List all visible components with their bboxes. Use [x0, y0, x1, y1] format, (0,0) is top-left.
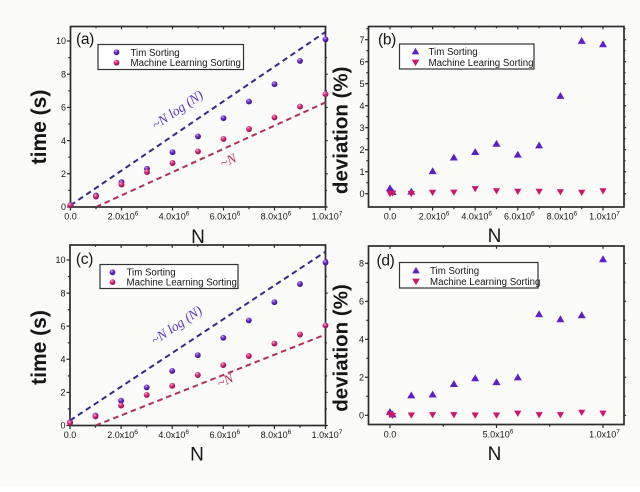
svg-text:N: N — [191, 227, 205, 248]
svg-text:Tim Sorting: Tim Sorting — [127, 268, 176, 279]
svg-text:time (s): time (s) — [28, 310, 51, 385]
svg-text:~N: ~N — [215, 370, 237, 391]
svg-text:0: 0 — [359, 189, 364, 199]
svg-text:3: 3 — [359, 123, 364, 133]
svg-text:Machine Learning Sorting: Machine Learning Sorting — [131, 58, 241, 69]
svg-text:Machine Learing Sorting: Machine Learing Sorting — [429, 58, 534, 69]
svg-text:0: 0 — [61, 202, 66, 212]
svg-text:(b): (b) — [378, 32, 396, 49]
svg-text:4.0x106: 4.0x106 — [461, 211, 492, 222]
svg-text:6: 6 — [60, 321, 65, 331]
svg-text:4.0x106: 4.0x106 — [159, 211, 190, 222]
svg-text:8.0x106: 8.0x106 — [261, 211, 292, 222]
svg-text:7: 7 — [359, 35, 364, 45]
svg-text:(c): (c) — [76, 251, 93, 268]
svg-text:time (s): time (s) — [28, 90, 51, 165]
svg-text:0.0: 0.0 — [384, 429, 397, 439]
svg-text:Machine Learning Sorting: Machine Learning Sorting — [127, 278, 237, 289]
svg-text:1.0x107: 1.0x107 — [312, 211, 343, 222]
svg-text:N: N — [488, 444, 502, 465]
svg-text:2.0x106: 2.0x106 — [419, 211, 450, 222]
svg-text:2: 2 — [60, 388, 65, 398]
svg-text:~N: ~N — [218, 150, 240, 171]
svg-text:Tim Sorting: Tim Sorting — [131, 48, 180, 59]
svg-text:6.0x106: 6.0x106 — [210, 211, 241, 222]
svg-text:8: 8 — [61, 69, 66, 79]
svg-text:4.0x106: 4.0x106 — [158, 429, 189, 440]
svg-text:5.0x106: 5.0x106 — [483, 428, 514, 439]
svg-text:1: 1 — [359, 167, 364, 177]
svg-text:Machine Learning Sorting: Machine Learning Sorting — [430, 277, 540, 288]
svg-text:(a): (a) — [76, 31, 94, 48]
svg-text:4: 4 — [359, 335, 364, 345]
svg-text:5: 5 — [359, 79, 364, 89]
svg-text:1.0x107: 1.0x107 — [589, 428, 620, 439]
svg-text:8.0x106: 8.0x106 — [261, 429, 292, 440]
svg-text:N: N — [488, 226, 502, 247]
svg-text:4: 4 — [359, 101, 364, 111]
svg-text:4: 4 — [60, 355, 65, 365]
svg-text:10: 10 — [55, 255, 65, 265]
svg-text:8: 8 — [60, 288, 65, 298]
svg-text:10: 10 — [56, 36, 66, 46]
svg-text:2.0x106: 2.0x106 — [108, 211, 139, 222]
svg-text:0.0: 0.0 — [64, 430, 77, 440]
svg-text:0: 0 — [60, 421, 65, 431]
svg-text:Tim Sorting: Tim Sorting — [430, 266, 479, 277]
svg-text:0.0: 0.0 — [64, 212, 77, 222]
svg-text:0.0: 0.0 — [384, 212, 397, 222]
svg-text:2.0x106: 2.0x106 — [107, 429, 138, 440]
svg-text:6: 6 — [359, 57, 364, 67]
svg-text:1.0x107: 1.0x107 — [589, 211, 620, 222]
svg-text:1.0x107: 1.0x107 — [312, 429, 343, 440]
svg-text:2: 2 — [359, 145, 364, 155]
svg-text:4: 4 — [61, 136, 66, 146]
svg-text:6: 6 — [359, 297, 364, 307]
svg-text:(d): (d) — [376, 253, 394, 270]
svg-text:6.0x106: 6.0x106 — [209, 429, 240, 440]
svg-text:Tim Sorting: Tim Sorting — [429, 47, 478, 58]
svg-text:2: 2 — [61, 169, 66, 179]
svg-text:N: N — [190, 445, 204, 466]
svg-text:deviation (%): deviation (%) — [330, 284, 353, 412]
svg-text:6: 6 — [61, 103, 66, 113]
svg-text:2: 2 — [359, 373, 364, 383]
svg-text:deviation (%): deviation (%) — [330, 67, 353, 195]
svg-text:6.0x106: 6.0x106 — [504, 211, 535, 222]
svg-text:8.0x106: 8.0x106 — [547, 211, 578, 222]
svg-text:0: 0 — [359, 411, 364, 421]
svg-text:8: 8 — [359, 259, 364, 269]
